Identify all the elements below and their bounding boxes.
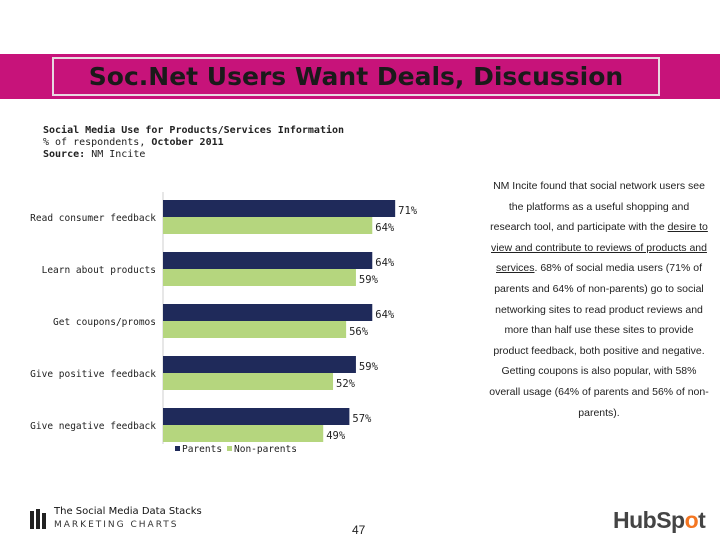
category-label: Give negative feedback (30, 421, 156, 432)
legend-swatch-non-parents (227, 446, 232, 451)
data-label: 56% (349, 326, 369, 338)
chart-header: Social Media Use for Products/Services I… (43, 125, 344, 161)
data-label: 64% (375, 222, 395, 234)
title-bar: Soc.Net Users Want Deals, Discussion (0, 54, 720, 99)
bar-non-parents (163, 373, 334, 390)
chart-source: Source: NM Incite (43, 149, 344, 161)
legend-label-parents: Parents (182, 444, 222, 455)
chart-subtitle: % of respondents, October 2011 (43, 137, 344, 149)
legend-swatch-parents (175, 446, 180, 451)
bar-parents (163, 408, 350, 425)
chart-title: Social Media Use for Products/Services I… (43, 125, 345, 136)
hubspot-logo: HubSpot (613, 507, 706, 534)
source-label: Source: (43, 149, 86, 160)
category-label: Read consumer feedback (30, 213, 156, 224)
category-label: Get coupons/promos (53, 317, 156, 328)
side-text-part1: NM Incite found that social network user… (490, 180, 705, 234)
data-label: 59% (359, 274, 379, 286)
category-label: Learn about products (42, 265, 156, 276)
hubspot-post: t (698, 507, 706, 533)
bar-parents (163, 200, 396, 217)
data-label: 49% (326, 430, 346, 442)
subtitle-date: October 2011 (151, 137, 224, 148)
legend-label-non-parents: Non-parents (234, 444, 297, 455)
bar-parents (163, 304, 373, 321)
logo-subtitle: MARKETING CHARTS (54, 520, 179, 530)
data-label: 57% (352, 413, 372, 425)
data-label: 52% (336, 378, 356, 390)
bar-non-parents (163, 425, 324, 442)
bar-non-parents (163, 217, 373, 234)
side-text-part2: . 68% of social media users (71% of pare… (489, 262, 709, 419)
bar-parents (163, 356, 356, 373)
title-box: Soc.Net Users Want Deals, Discussion (52, 57, 660, 96)
bar-logo-icon (30, 509, 46, 529)
logo-title: The Social Media Data Stacks (54, 506, 202, 517)
reviews-link[interactable]: desire to view and contribute to reviews… (491, 221, 708, 275)
source-value: NM Incite (91, 149, 146, 160)
hubspot-pre: HubSp (613, 507, 685, 533)
data-label: 64% (375, 257, 395, 269)
subtitle-prefix: % of respondents, (43, 137, 146, 148)
bar-parents (163, 252, 373, 269)
bar-non-parents (163, 321, 347, 338)
data-label: 59% (359, 361, 379, 373)
data-label: 64% (375, 309, 395, 321)
side-description: NM Incite found that social network user… (488, 176, 710, 423)
category-label: Give positive feedback (30, 369, 156, 380)
bar-non-parents (163, 269, 356, 286)
hubspot-o: o (684, 507, 699, 533)
data-label: 71% (398, 205, 418, 217)
slide-title: Soc.Net Users Want Deals, Discussion (88, 62, 624, 91)
page-number: 47 (352, 523, 366, 537)
